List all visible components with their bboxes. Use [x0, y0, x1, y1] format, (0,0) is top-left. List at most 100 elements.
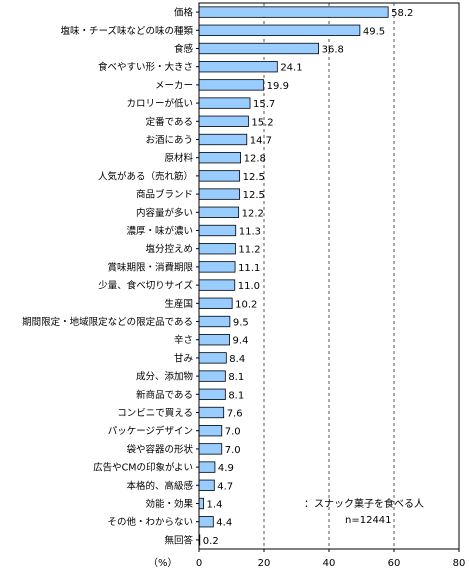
value-label: 15.2: [251, 117, 273, 128]
value-label: 9.5: [233, 318, 249, 329]
bar: [198, 61, 278, 73]
bar: [198, 24, 361, 36]
value-label: 10.2: [235, 299, 257, 310]
value-label: 19.9: [267, 81, 289, 92]
category-label: 商品ブランド: [136, 189, 193, 201]
bar: [198, 243, 236, 255]
bar: [198, 6, 389, 18]
category-label: 内容量が多い: [136, 207, 193, 219]
value-label: 7.6: [227, 409, 243, 420]
category-label: 濃厚・味が濃い: [126, 225, 193, 237]
bar: [198, 152, 241, 164]
value-label: 49.5: [363, 26, 385, 37]
category-label: 少量、食べ切りサイズ: [98, 280, 193, 292]
category-labels: 価格塩味・チーズ味などの味の種類食感食べやすい形・大きさメーカーカロリーが低い定…: [22, 7, 193, 547]
bar: [198, 206, 240, 218]
category-label: 甘み: [174, 352, 193, 364]
bar: [198, 352, 227, 364]
value-label: 15.7: [253, 99, 275, 110]
bar: [198, 297, 233, 309]
bar: [198, 115, 249, 127]
bar: [198, 170, 241, 182]
category-label: 新商品である: [136, 389, 193, 401]
bar: [198, 406, 225, 419]
value-label: 8.4: [229, 354, 245, 365]
value-label: 11.1: [238, 263, 260, 274]
category-label: 塩味・チーズ味などの味の種類: [60, 25, 193, 37]
category-label: 広告やCMの印象がよい: [93, 462, 193, 474]
category-label: 袋や容器の形状: [126, 443, 193, 455]
bar: [198, 516, 214, 528]
bar: [198, 315, 231, 328]
category-label: コンビニで買える: [117, 408, 193, 419]
x-tick-label: 40: [323, 558, 336, 569]
category-label: 塩分控えめ: [145, 243, 193, 255]
bar: [198, 279, 236, 291]
legend-line-respondents: ：スナック菓子を食べる人: [304, 497, 424, 510]
category-label: パッケージデザイン: [108, 425, 193, 437]
value-label: 12.8: [244, 154, 266, 165]
category-label: 原材料: [164, 152, 193, 164]
category-label: 成分、添加物: [136, 371, 194, 383]
category-label: 定番である: [146, 116, 193, 128]
category-label: お酒にあう: [145, 135, 193, 146]
value-label: 7.0: [225, 427, 241, 438]
category-label: 生産国: [164, 298, 193, 310]
bar: [198, 97, 251, 109]
value-label: 58.2: [391, 8, 413, 19]
category-label: 効能・効果: [145, 498, 193, 510]
category-label: 食感: [174, 43, 194, 55]
x-tick-label: 0: [196, 558, 202, 569]
legend-line-sample-size: n=12441: [345, 515, 392, 526]
x-tick-label: 20: [258, 558, 271, 569]
value-labels: 58.2 49.5 36.8 24.1 19.9 15.7 15.2 14.7 12.8 12.5…: [203, 8, 414, 547]
bar: [198, 370, 226, 382]
x-tick-label: 60: [388, 558, 401, 569]
bar: [198, 334, 230, 346]
bar: [198, 133, 248, 146]
category-label: その他・わからない: [107, 516, 193, 528]
legend: ：スナック菓子を食べる人 n=12441: [304, 497, 424, 526]
category-label: 賞味期限・消費期限: [107, 261, 193, 273]
value-label: 12.5: [243, 190, 265, 201]
value-label: 7.0: [225, 445, 241, 456]
category-label: 食べやすい形・大きさ: [98, 61, 193, 73]
bar: [198, 188, 241, 200]
category-label: 価格: [174, 7, 194, 19]
value-label: 12.2: [242, 208, 264, 219]
category-label: 期間限定・地域限定などの限定品である: [22, 316, 193, 328]
category-label: 無回答: [164, 534, 193, 546]
value-label: 12.5: [243, 172, 265, 183]
value-label: 11.3: [239, 227, 261, 238]
bar: [198, 388, 226, 400]
axes: [196, 2, 460, 552]
grid-lines: [263, 3, 395, 549]
x-axis-unit-label: （%）: [148, 557, 178, 569]
bar: [198, 443, 223, 455]
x-tick-label: 80: [453, 558, 466, 569]
value-label: 24.1: [280, 63, 302, 74]
category-label: 辛さ: [174, 334, 193, 346]
bar: [198, 224, 237, 237]
tick-labels: 0 20 40 60 80: [196, 558, 466, 569]
value-label: 14.7: [250, 136, 272, 147]
bar: [198, 261, 236, 273]
value-label: 4.9: [218, 463, 234, 474]
value-label: 8.1: [228, 372, 244, 383]
bar: [198, 461, 216, 473]
bar: [198, 42, 319, 55]
value-label: 11.2: [238, 245, 260, 256]
value-label: 4.7: [217, 481, 233, 492]
bar: [198, 79, 265, 91]
category-label: 人気がある（売れ筋）: [98, 170, 193, 182]
value-label: 0.2: [203, 536, 219, 547]
value-label: 1.4: [207, 500, 223, 511]
value-label: 4.4: [216, 518, 232, 529]
value-label: 36.8: [322, 45, 344, 56]
bar: [198, 479, 215, 491]
category-label: 本格的、高級感: [126, 480, 193, 492]
bar: [198, 497, 204, 510]
value-label: 8.1: [228, 390, 244, 401]
